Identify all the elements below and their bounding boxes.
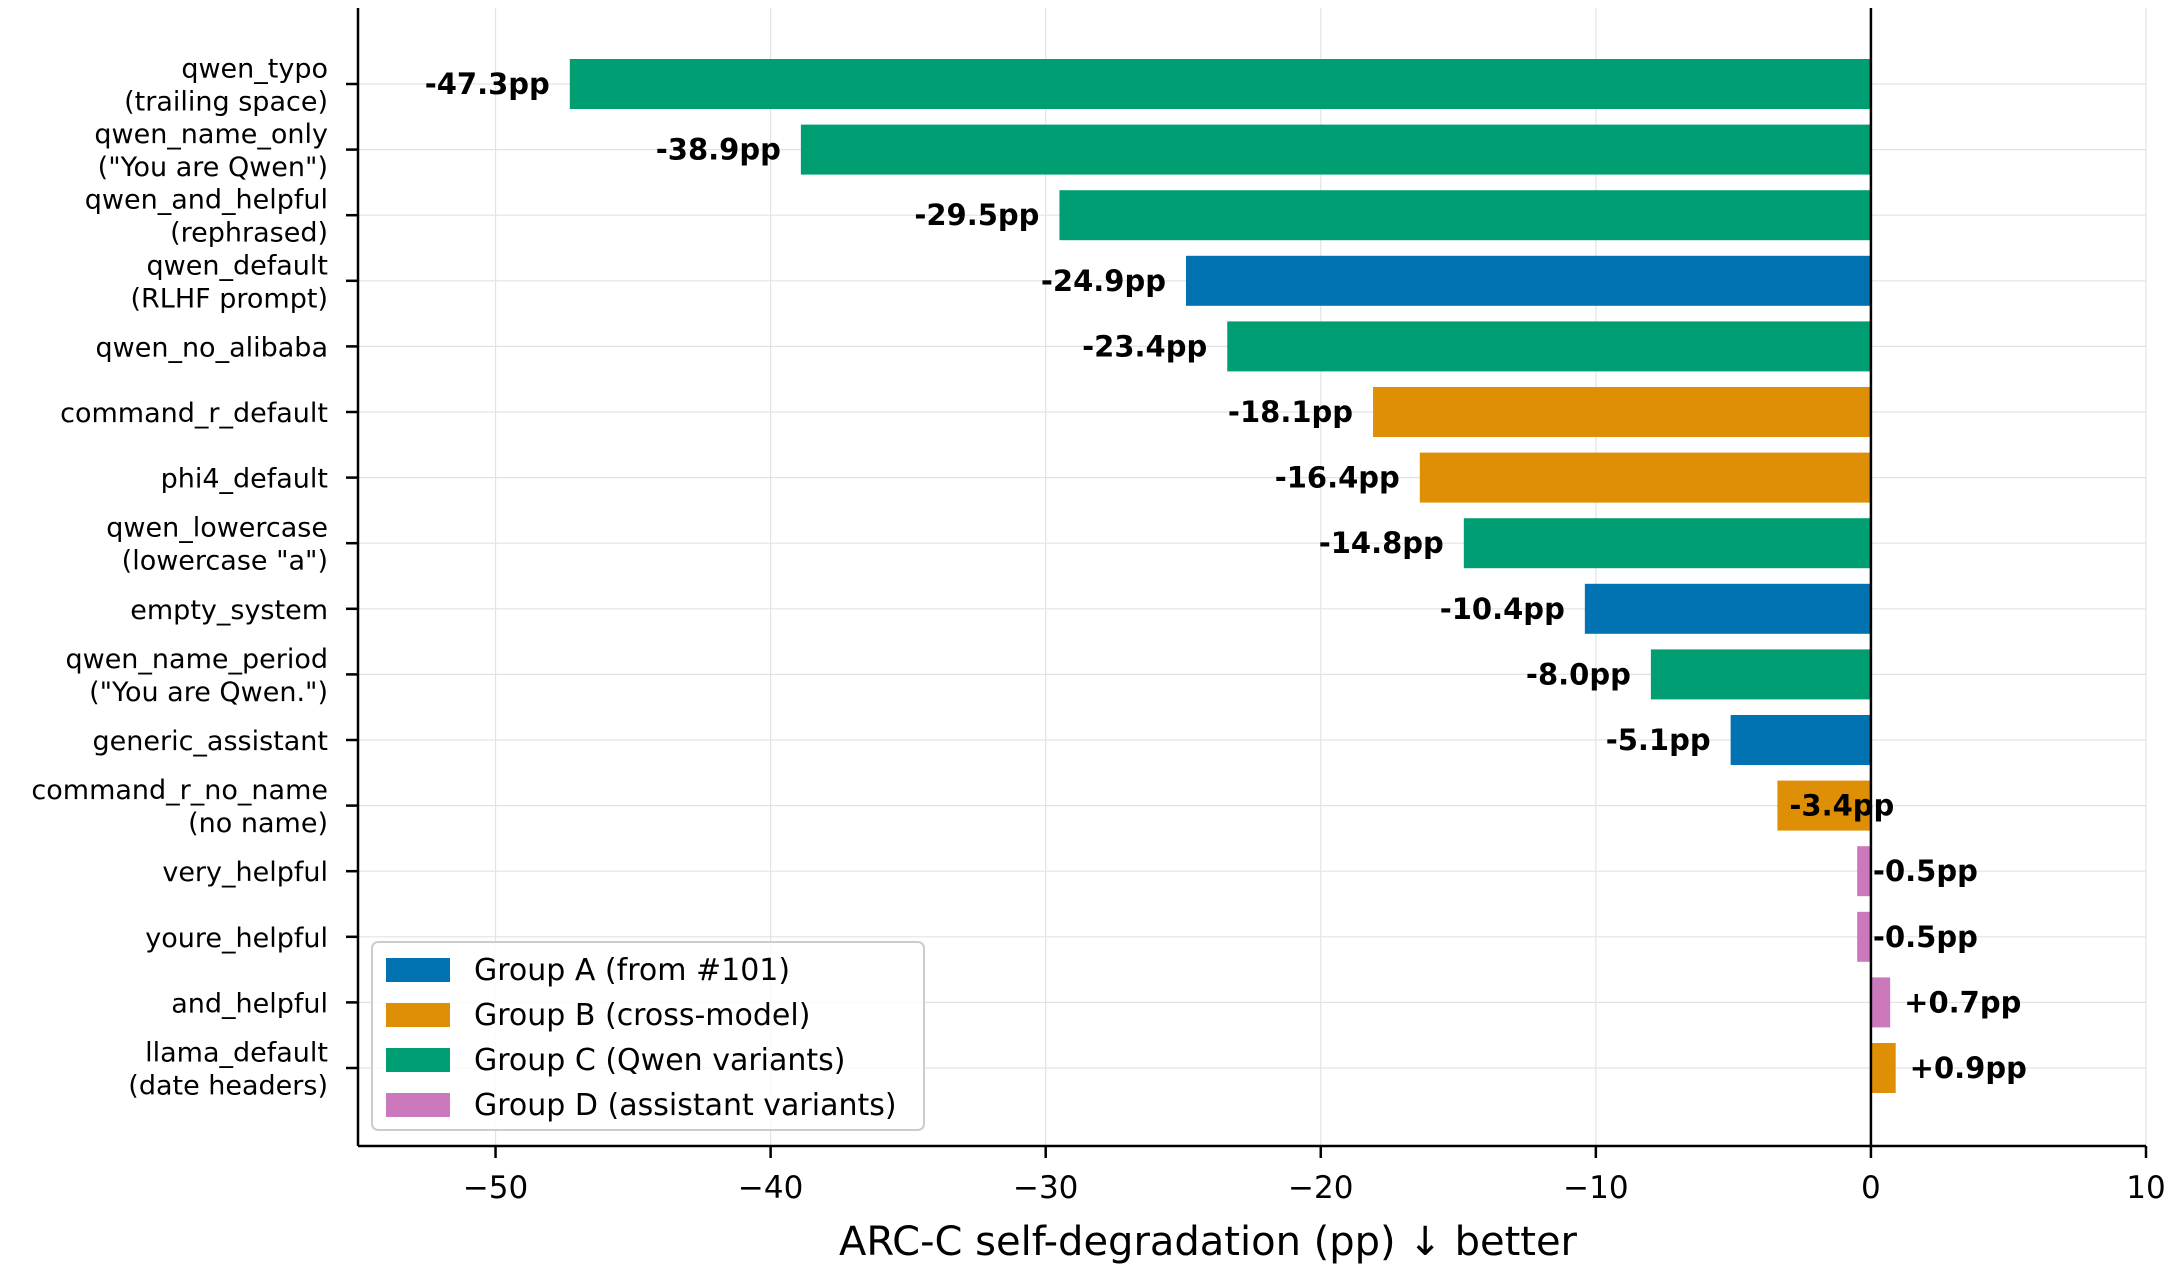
legend-entry: Group C (Qwen variants)	[474, 1043, 846, 1078]
labels: −50 −40 −30 −20 −10 0 10 qwen_typo(trailing spa…	[31, 54, 2165, 1207]
category-label: (lowercase "a")	[122, 546, 328, 577]
legend-entry: Group A (from #101)	[474, 953, 790, 988]
value-label: -14.8pp	[1319, 526, 1444, 560]
category-label: phi4_default	[161, 464, 328, 495]
x-tick-label: 0	[1861, 1170, 1881, 1206]
value-label: -18.1pp	[1228, 395, 1353, 429]
category-label: (rephrased)	[170, 218, 328, 249]
x-tick-label: −50	[463, 1170, 528, 1206]
legend-swatch	[386, 1003, 450, 1027]
value-label: -16.4pp	[1275, 461, 1400, 495]
category-label: qwen_lowercase	[106, 513, 328, 544]
legend: Group A (from #101) Group B (cross-model)…	[371, 941, 925, 1131]
category-label: generic_assistant	[93, 726, 329, 757]
x-tick-label: −10	[1563, 1170, 1628, 1206]
value-label: -10.4pp	[1440, 592, 1565, 626]
bar	[1870, 977, 1891, 1028]
bar	[1584, 583, 1871, 634]
category-label: qwen_no_alibaba	[96, 332, 329, 363]
category-label: (trailing space)	[124, 87, 328, 118]
category-label: (no name)	[188, 808, 328, 839]
value-label: -0.5pp	[1873, 920, 1978, 954]
value-label: -0.5pp	[1873, 854, 1978, 888]
category-label: qwen_name_period	[65, 644, 328, 675]
value-label: -47.3pp	[425, 67, 550, 101]
bar	[1227, 321, 1871, 372]
bar	[1419, 452, 1871, 503]
category-label: qwen_name_only	[94, 119, 328, 150]
bar	[800, 124, 1871, 175]
category-label: qwen_default	[147, 250, 328, 281]
x-tick-label: −30	[1013, 1170, 1078, 1206]
value-label: +0.7pp	[1904, 985, 2021, 1019]
category-label: (date headers)	[128, 1071, 328, 1102]
bar	[1730, 715, 1871, 765]
legend-swatch	[386, 1048, 450, 1072]
category-label: ("You are Qwen")	[98, 152, 328, 183]
x-axis-title: ARC-C self-degradation (pp) ↓ better	[839, 1219, 1578, 1265]
value-label: -8.0pp	[1526, 657, 1631, 691]
legend-swatch	[386, 1093, 450, 1117]
category-label: command_r_no_name	[31, 775, 328, 806]
category-label: ("You are Qwen.")	[89, 677, 328, 708]
category-label: qwen_and_helpful	[85, 185, 328, 216]
bar	[1463, 518, 1871, 569]
category-label: llama_default	[145, 1038, 328, 1069]
axes	[346, 8, 2148, 1158]
bar	[1650, 649, 1871, 700]
value-label: -29.5pp	[914, 198, 1039, 232]
value-label: -23.4pp	[1082, 329, 1207, 363]
value-label: -38.9pp	[656, 133, 781, 167]
value-label: -5.1pp	[1606, 723, 1711, 757]
bar	[1777, 780, 1871, 831]
bar	[569, 59, 1871, 109]
bar	[1059, 190, 1871, 241]
x-tick-label: −20	[1288, 1170, 1353, 1206]
bar	[1857, 911, 1871, 962]
legend-entry: Group D (assistant variants)	[474, 1088, 897, 1123]
value-label: -3.4pp	[1789, 789, 1894, 823]
bar	[1185, 255, 1871, 306]
legend-swatch	[386, 958, 450, 982]
bar	[1857, 846, 1871, 897]
category-label: command_r_default	[60, 398, 328, 429]
x-tick-label: −40	[738, 1170, 803, 1206]
bar	[1870, 1043, 1896, 1093]
value-label: -24.9pp	[1041, 264, 1166, 298]
legend-frame	[371, 941, 925, 1131]
category-label: empty_system	[130, 595, 328, 626]
category-label: and_helpful	[171, 988, 328, 1019]
bar	[1373, 387, 1871, 437]
x-tick-label: 10	[2126, 1170, 2165, 1206]
category-label: (RLHF prompt)	[131, 283, 328, 314]
category-label: youre_helpful	[145, 923, 328, 954]
category-label: very_helpful	[162, 857, 328, 888]
value-label: +0.9pp	[1910, 1051, 2027, 1085]
legend-entry: Group B (cross-model)	[474, 998, 810, 1033]
category-label: qwen_typo	[181, 54, 328, 85]
bars	[569, 59, 1896, 1093]
